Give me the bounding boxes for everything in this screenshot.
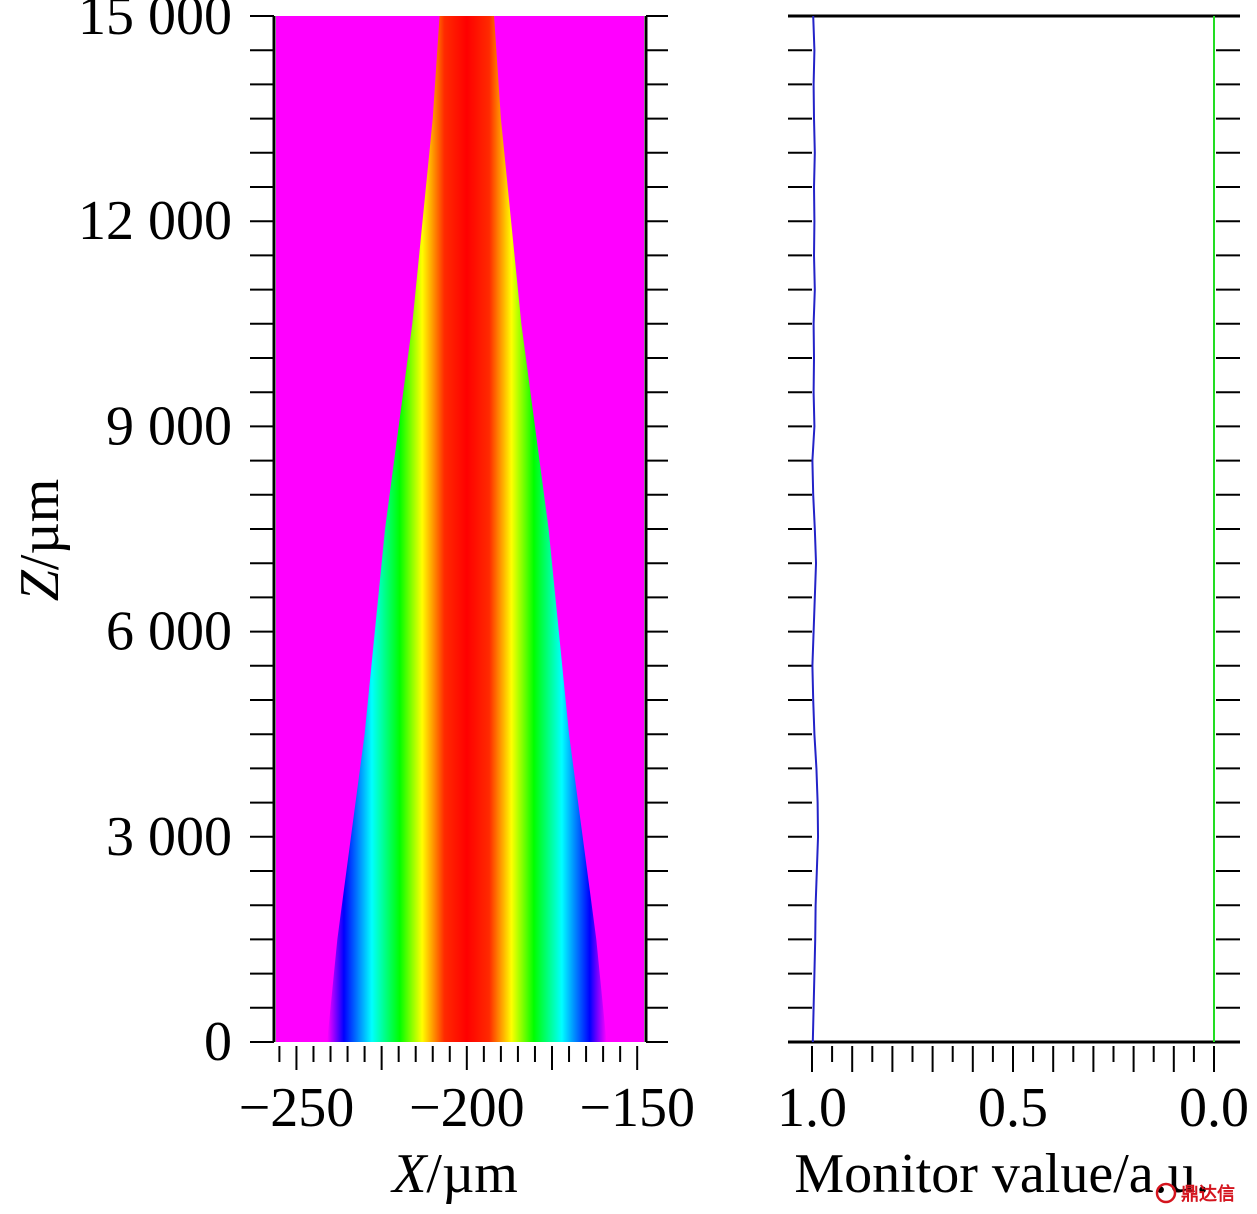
monitor-axes: 1.0 0.5 0.0 <box>777 14 1249 1139</box>
monitor-series-line <box>811 15 820 1043</box>
watermark-text: 鼎达信 <box>1181 1183 1235 1205</box>
monitor-x-tick-label: 1.0 <box>777 1077 847 1139</box>
y-tick-label: 3 000 <box>106 806 232 868</box>
monitor-x-tick-label: 0.5 <box>978 1077 1048 1139</box>
watermark-logo-icon <box>1155 1182 1177 1204</box>
y-tick-label: 15 000 <box>78 0 232 47</box>
y-axis-title-unit: /µm <box>9 479 71 570</box>
beam-intensity-panel: 0 3 000 6 000 9 000 12 000 15 000 −250 −200 −150… <box>9 0 695 1205</box>
y-tick-label: 9 000 <box>106 395 232 457</box>
x-tick-label: −250 <box>239 1077 355 1139</box>
watermark: 鼎达信 <box>1155 1182 1235 1205</box>
beam-profile <box>327 16 607 1042</box>
y-axis-title: Z/µm <box>9 479 71 602</box>
monitor-x-tick-label: 0.0 <box>1179 1077 1249 1139</box>
monitor-panel: 1.0 0.5 0.0 Monitor value/a.u. <box>777 14 1249 1205</box>
x-axis-title-var: X <box>390 1143 429 1205</box>
left-axes: 0 3 000 6 000 9 000 12 000 15 000 −250 −200 −150 <box>78 0 695 1139</box>
x-axis-title-unit: /µm <box>426 1143 517 1205</box>
monitor-x-axis-title: Monitor value/a.u. <box>794 1143 1209 1205</box>
y-axis-title-var: Z <box>9 569 71 601</box>
y-tick-label: 0 <box>204 1011 232 1073</box>
x-axis-title: X/µm <box>390 1143 518 1205</box>
x-tick-label: −200 <box>409 1077 525 1139</box>
y-tick-label: 6 000 <box>106 601 232 663</box>
x-tick-label: −150 <box>579 1077 695 1139</box>
y-tick-label: 12 000 <box>78 190 232 252</box>
